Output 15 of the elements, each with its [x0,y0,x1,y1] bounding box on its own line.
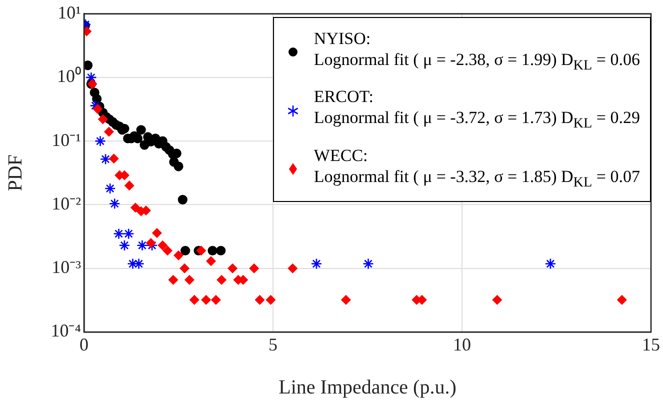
y-tick-label: 10⁻² [52,193,81,214]
y-axis-title: PDF [4,154,26,192]
y-tick-label: 10⁻⁴ [50,320,81,341]
y-tick-label: 10⁰ [57,66,81,86]
legend-label: ERCOT: Lognormal fit ( μ = -3.72, σ = 1.73) D$_{KL}$ = 0.29 [314,86,640,134]
y-tick-label: 10⁻³ [52,257,82,278]
legend-label: NYISO: Lognormal fit ( μ = -2.38, σ = 1.99) D$_{KL}$ = 0.06 [314,28,640,76]
y-tick-label: 10¹ [58,2,81,23]
x-tick-label: 0 [80,334,88,355]
x-tick-label: 10 [453,334,471,355]
y-tick-label: 10⁻¹ [52,130,81,150]
x-axis-title: Line Impedance (p.u.) [278,376,456,398]
x-tick-label: 15 [642,334,660,355]
x-tick-label: 5 [268,334,278,355]
legend-label: WECC: Lognormal fit ( μ = -3.32, σ = 1.85) D$_{KL}$ = 0.07 [314,144,640,192]
